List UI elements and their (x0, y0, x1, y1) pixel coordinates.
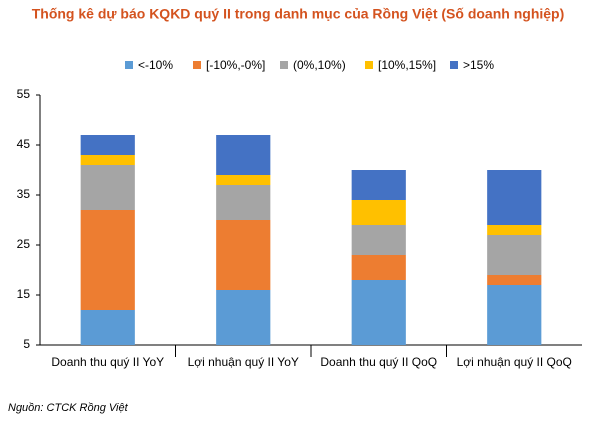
x-tick-label: Lợi nhuận quý II QoQ (457, 355, 572, 369)
bar-segment (80, 155, 135, 165)
bar-segment (216, 290, 271, 345)
bar-segment (351, 255, 406, 280)
bar-segment (216, 175, 271, 185)
x-tick-label: Doanh thu quý II YoY (51, 355, 164, 369)
bar-segment (351, 225, 406, 255)
legend-label: [10%,15%] (378, 58, 436, 72)
y-tick-label: 45 (17, 137, 31, 151)
y-tick-label: 15 (17, 287, 31, 301)
y-tick-label: 35 (17, 187, 31, 201)
bar-segment (351, 280, 406, 345)
bar-segment (487, 225, 542, 235)
bar-segment (80, 210, 135, 310)
legend-label: (0%,10%) (293, 58, 346, 72)
bar-segment (216, 135, 271, 175)
legend-swatch (125, 61, 133, 69)
legend-label: <-10% (138, 58, 173, 72)
x-tick-label: Lợi nhuận quý II YoY (188, 355, 299, 369)
bar-segment (216, 185, 271, 220)
bar-segment (487, 170, 542, 225)
legend-label: [-10%,-0%] (206, 58, 265, 72)
source-note: Nguồn: CTCK Rồng Việt (8, 402, 129, 414)
legend-label: >15% (463, 58, 494, 72)
chart-title: Thống kê dự báo KQKD quý II trong danh m… (32, 6, 565, 22)
bar-segment (216, 220, 271, 290)
bar-segment (487, 235, 542, 275)
x-tick-label: Doanh thu quý II QoQ (320, 355, 437, 369)
y-tick-label: 25 (17, 237, 31, 251)
bar-segment (80, 135, 135, 155)
legend-swatch (365, 61, 373, 69)
bar-segment (351, 200, 406, 225)
legend-swatch (193, 61, 201, 69)
bar-segment (80, 165, 135, 210)
bar-segment (487, 275, 542, 285)
bar-segment (80, 310, 135, 345)
bar-segment (351, 170, 406, 200)
legend-swatch (280, 61, 288, 69)
y-tick-label: 5 (23, 337, 30, 351)
y-tick-label: 55 (17, 87, 31, 101)
bar-segment (487, 285, 542, 345)
legend-swatch (450, 61, 458, 69)
